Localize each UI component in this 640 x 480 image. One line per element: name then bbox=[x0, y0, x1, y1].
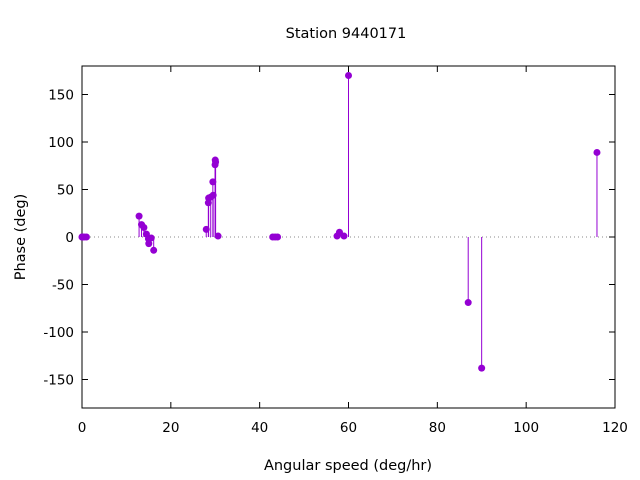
y-tick-label: -100 bbox=[43, 325, 74, 341]
data-point bbox=[345, 72, 352, 79]
x-tick-label: 100 bbox=[513, 420, 539, 436]
y-axis-label: Phase (deg) bbox=[13, 194, 29, 281]
y-tick-label: -50 bbox=[52, 278, 74, 294]
data-point bbox=[145, 240, 153, 248]
data-point bbox=[150, 246, 158, 254]
x-axis-label: Angular speed (deg/hr) bbox=[264, 458, 432, 474]
data-point bbox=[147, 234, 155, 242]
data-point bbox=[593, 148, 601, 156]
data-point bbox=[212, 158, 220, 166]
data-point bbox=[478, 364, 486, 372]
data-point bbox=[140, 224, 148, 231]
data-point bbox=[340, 232, 348, 240]
x-tick-label: 80 bbox=[429, 420, 446, 436]
x-tick-label: 40 bbox=[251, 420, 268, 436]
y-tick-label: -150 bbox=[43, 373, 74, 389]
data-point bbox=[82, 233, 90, 241]
y-tick-label: 100 bbox=[48, 135, 74, 151]
data-point bbox=[214, 232, 222, 240]
chart-title: Station 9440171 bbox=[286, 26, 407, 42]
y-tick-label: 0 bbox=[65, 230, 74, 246]
y-tick-label: 150 bbox=[48, 88, 74, 104]
data-point bbox=[135, 212, 143, 220]
data-point bbox=[274, 233, 282, 241]
data-point bbox=[464, 299, 472, 307]
data-point bbox=[269, 233, 277, 241]
x-tick-label: 120 bbox=[602, 420, 628, 436]
x-tick-label: 0 bbox=[78, 420, 87, 436]
x-tick-label: 20 bbox=[162, 420, 179, 436]
x-tick-label: 60 bbox=[340, 420, 357, 436]
y-tick-label: 50 bbox=[57, 183, 74, 199]
